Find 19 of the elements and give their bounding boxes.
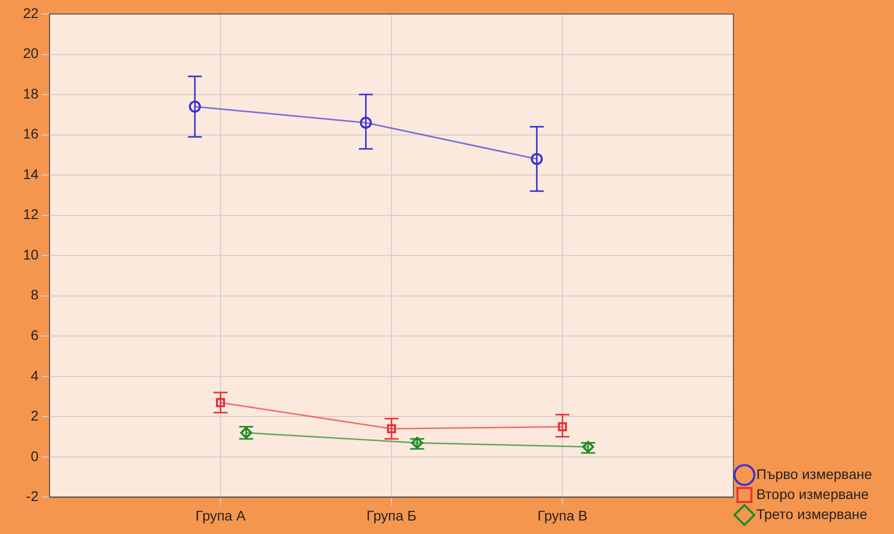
y-tick-label: 2 (30, 408, 39, 424)
y-tick-label: 20 (22, 45, 39, 62)
y-tick-label: 0 (30, 448, 39, 464)
y-tick-label: 6 (30, 326, 39, 343)
y-tick-label: 22 (22, 4, 39, 21)
y-tick-label: 16 (22, 126, 39, 142)
legend-label: Първо измерване (756, 466, 872, 482)
y-tick-label: 4 (30, 367, 39, 384)
legend-label: Второ измерване (756, 486, 870, 502)
x-tick-label: Група В (537, 507, 588, 524)
y-tick-label: 10 (22, 246, 39, 262)
y-tick-label: 8 (30, 286, 39, 303)
legend-label: Трето измерване (756, 506, 868, 522)
y-tick-label: 18 (22, 85, 39, 102)
y-tick-label: 14 (22, 166, 39, 182)
x-tick-label: Група Б (366, 507, 416, 524)
x-tick-label: Група А (196, 507, 246, 524)
y-tick-label: -2 (26, 488, 39, 504)
y-tick-label: 12 (22, 206, 39, 222)
